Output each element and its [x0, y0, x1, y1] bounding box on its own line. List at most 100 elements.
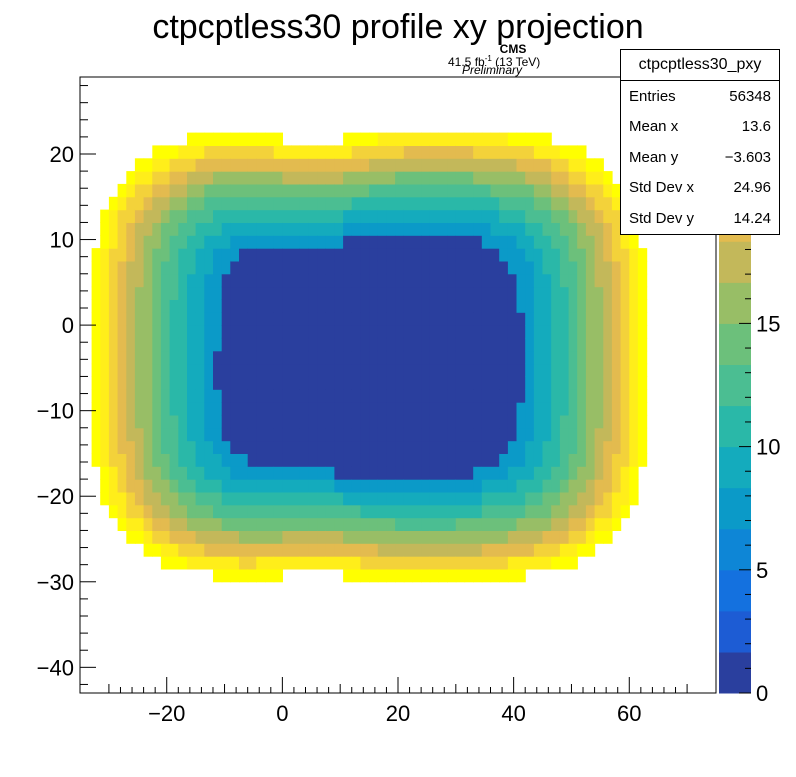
heatmap-cell	[169, 491, 179, 506]
heatmap-cell	[542, 145, 552, 159]
heatmap-cell	[204, 402, 214, 416]
heatmap-cell	[230, 325, 240, 339]
heatmap-cell	[187, 543, 197, 557]
heatmap-cell	[481, 466, 492, 480]
heatmap-cell	[213, 248, 223, 262]
heatmap-cell	[273, 440, 283, 454]
heatmap-cell	[204, 248, 214, 262]
heatmap-cell	[230, 350, 240, 365]
heatmap-cell	[213, 568, 223, 583]
heatmap-cell	[265, 350, 275, 365]
heatmap-cell	[343, 145, 353, 159]
heatmap-cell	[473, 325, 483, 339]
heatmap-cell	[377, 543, 388, 557]
heatmap-cell	[360, 530, 370, 544]
heatmap-cell	[473, 337, 483, 352]
heatmap-cell	[291, 260, 301, 275]
heatmap-cell	[195, 479, 205, 493]
heatmap-cell	[308, 491, 318, 506]
heatmap-cell	[369, 158, 379, 172]
heatmap-cell	[377, 568, 388, 583]
heatmap-cell	[178, 312, 188, 326]
heatmap-cell	[421, 466, 431, 480]
heatmap-cell	[256, 543, 266, 557]
heatmap-cell	[221, 248, 231, 262]
heatmap-cell	[273, 466, 283, 480]
stats-value: 24.96	[733, 179, 771, 197]
heatmap-cell	[134, 389, 145, 403]
heatmap-cell	[187, 312, 197, 326]
heatmap-cell	[499, 260, 509, 275]
heatmap-cell	[169, 440, 179, 454]
heatmap-cell	[308, 196, 318, 211]
x-tick-label: 40	[501, 701, 525, 726]
heatmap-cell	[620, 440, 630, 454]
heatmap-cell	[421, 376, 431, 390]
heatmap-cell	[429, 235, 440, 249]
heatmap-cell	[308, 209, 318, 223]
heatmap-cell	[629, 350, 639, 365]
heatmap-cell	[143, 517, 153, 531]
heatmap-cell	[265, 132, 275, 146]
heatmap-cell	[152, 158, 162, 172]
heatmap-cell	[490, 171, 500, 185]
heatmap-cell	[195, 427, 205, 442]
heatmap-cell	[464, 260, 474, 275]
heatmap-cell	[620, 299, 630, 313]
heatmap-cell	[143, 453, 153, 467]
heatmap-cell	[438, 132, 448, 146]
heatmap-cell	[490, 325, 500, 339]
heatmap-cell	[160, 299, 171, 313]
heatmap-cell	[447, 248, 457, 262]
heatmap-cell	[317, 260, 327, 275]
heatmap-cell	[360, 466, 370, 480]
heatmap-cell	[134, 171, 145, 185]
heatmap-cell	[213, 479, 223, 493]
heatmap-cell	[611, 196, 622, 211]
heatmap-cell	[282, 530, 292, 544]
heatmap-cell	[620, 466, 630, 480]
heatmap-cell	[464, 440, 474, 454]
heatmap-cell	[377, 427, 388, 442]
heatmap-cell	[308, 235, 318, 249]
heatmap-cell	[377, 556, 388, 570]
heatmap-cell	[117, 479, 127, 493]
heatmap-cell	[256, 453, 266, 467]
heatmap-cell	[325, 145, 335, 159]
heatmap-cell	[395, 479, 405, 493]
heatmap-cell	[551, 350, 561, 365]
heatmap-cell	[516, 389, 526, 403]
heatmap-cell	[325, 286, 335, 300]
heatmap-cell	[464, 402, 474, 416]
heatmap-cell	[429, 402, 440, 416]
heatmap-cell	[291, 479, 301, 493]
heatmap-cell	[308, 402, 318, 416]
heatmap-cell	[395, 556, 405, 570]
heatmap-cell	[395, 209, 405, 223]
heatmap-cell	[403, 286, 414, 300]
heatmap-cell	[481, 427, 492, 442]
heatmap-cell	[282, 171, 292, 185]
heatmap-cell	[455, 414, 466, 429]
heatmap-cell	[507, 504, 518, 519]
heatmap-cell	[325, 453, 335, 467]
heatmap-cell	[533, 248, 544, 262]
heatmap-cell	[134, 209, 145, 223]
heatmap-cell	[525, 491, 535, 506]
heatmap-cell	[178, 158, 188, 172]
heatmap-cell	[317, 389, 327, 403]
heatmap-cell	[611, 389, 622, 403]
heatmap-cell	[577, 491, 587, 506]
heatmap-cell	[213, 325, 223, 339]
heatmap-cell	[221, 158, 231, 172]
heatmap-cell	[377, 145, 388, 159]
heatmap-cell	[273, 427, 283, 442]
heatmap-cell	[230, 286, 240, 300]
heatmap-cell	[204, 440, 214, 454]
heatmap-cell	[343, 196, 353, 211]
heatmap-cell	[438, 504, 448, 519]
heatmap-cell	[108, 299, 119, 313]
heatmap-cell	[525, 222, 535, 236]
heatmap-cell	[585, 196, 596, 211]
heatmap-cell	[169, 325, 179, 339]
